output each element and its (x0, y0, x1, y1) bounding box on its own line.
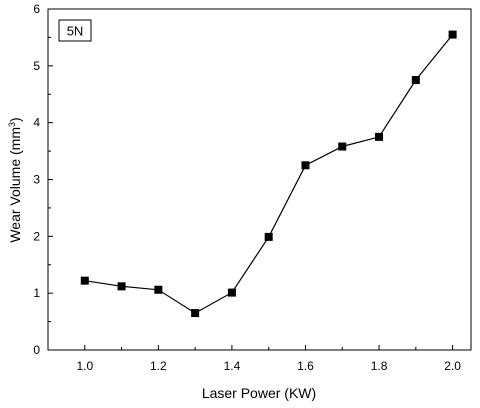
y-tick-label: 0 (33, 343, 40, 357)
y-axis-title: Wear Volume (mm3) (7, 117, 23, 242)
x-axis-ticks: 1.0 1.2 1.4 1.6 1.8 2.0 (76, 345, 461, 373)
series-line (84, 34, 454, 314)
data-point (227, 288, 236, 297)
data-point (117, 282, 126, 291)
y-tick-label: 3 (33, 173, 40, 187)
data-point (338, 142, 347, 151)
x-tick-label: 1.6 (297, 359, 314, 373)
y-tick-label: 5 (33, 59, 40, 73)
y-axis-ticks: 0 1 2 3 4 5 6 (33, 2, 53, 357)
plot-frame (47, 8, 472, 351)
annotation-box: 5N (58, 19, 92, 42)
x-tick-label: 2.0 (444, 359, 461, 373)
y-axis-title-close: ) (7, 117, 23, 122)
x-tick-label: 1.4 (224, 359, 241, 373)
x-tick-label: 1.0 (76, 359, 93, 373)
data-point (301, 161, 310, 170)
data-point (80, 276, 89, 285)
y-tick-label: 6 (33, 2, 40, 16)
data-point (264, 232, 273, 241)
data-point (411, 76, 420, 85)
x-tick-label: 1.8 (371, 359, 388, 373)
data-point (191, 309, 200, 318)
y-tick-label: 1 (33, 286, 40, 300)
annotation-label: 5N (67, 24, 84, 39)
y-axis-title-main: Wear Volume (mm (7, 127, 23, 243)
data-point (375, 132, 384, 141)
data-point (448, 30, 457, 39)
y-axis-title-superscript: 3 (7, 122, 17, 127)
x-axis-title: Laser Power (KW) (202, 385, 316, 401)
series-markers (80, 30, 457, 318)
y-tick-label: 2 (33, 229, 40, 243)
y-tick-label: 4 (33, 116, 40, 130)
data-point (154, 285, 163, 294)
x-tick-label: 1.2 (150, 359, 167, 373)
